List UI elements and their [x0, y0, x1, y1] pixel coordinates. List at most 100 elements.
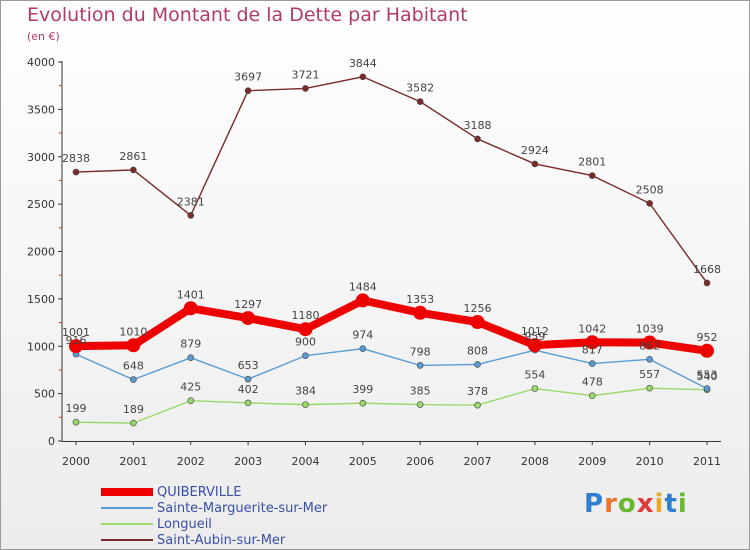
brand-letter: r: [604, 489, 618, 519]
data-label: 1484: [349, 280, 377, 293]
brand-letter: x: [636, 489, 655, 519]
data-label: 1001: [62, 326, 90, 339]
data-point: [126, 338, 141, 353]
x-tick-label: 2006: [406, 455, 434, 468]
series-line: [75, 348, 708, 390]
brand-logo: Proxiti: [584, 489, 688, 519]
data-point: [531, 385, 539, 392]
x-tick-label: 2001: [119, 455, 147, 468]
data-point: [470, 314, 485, 329]
data-label: 189: [123, 403, 144, 416]
data-point: [187, 354, 195, 362]
data-point: [130, 419, 137, 427]
data-point: [298, 322, 313, 337]
y-tick-label: 0: [48, 435, 55, 448]
legend-item-saint-aubin: Saint-Aubin-sur-Mer: [101, 532, 285, 548]
data-point: [588, 392, 596, 400]
data-point: [703, 385, 711, 392]
data-point: [244, 375, 252, 383]
legend-item-sainte-marguerite: Sainte-Marguerite-sur-Mer: [101, 500, 327, 516]
data-label: 3721: [291, 68, 319, 81]
legend-label: Sainte-Marguerite-sur-Mer: [157, 500, 328, 516]
data-point: [187, 397, 195, 405]
data-label: 900: [295, 336, 316, 349]
data-point: [531, 160, 539, 168]
data-label: 3697: [234, 71, 262, 84]
legend-item-longueil: Longueil: [101, 516, 212, 532]
legend-label: Longueil: [157, 516, 212, 532]
data-point: [642, 335, 657, 350]
y-tick-label: 2000: [27, 246, 55, 259]
legend-label: Saint-Aubin-sur-Mer: [157, 532, 286, 548]
data-label: 399: [352, 383, 373, 396]
x-tick-label: 2011: [693, 455, 721, 468]
data-label: 1042: [578, 322, 606, 335]
data-label: 540: [697, 370, 718, 383]
data-label: 402: [238, 383, 259, 396]
data-label: 798: [410, 345, 431, 358]
brand-letter: P: [584, 489, 605, 519]
data-point: [416, 401, 424, 408]
data-point: [72, 418, 80, 426]
data-point: [700, 343, 714, 358]
legend-swatch: [101, 539, 153, 541]
data-label: 817: [582, 344, 603, 357]
data-point: [244, 87, 252, 95]
data-point: [413, 305, 428, 320]
legend-swatch: [101, 507, 153, 509]
data-point: [585, 335, 600, 350]
data-point: [355, 293, 370, 308]
data-point: [646, 384, 653, 392]
data-label: 916: [66, 334, 87, 347]
data-point: [588, 172, 596, 179]
data-point: [588, 360, 596, 367]
data-label: 3582: [406, 82, 434, 95]
data-label: 808: [467, 344, 488, 357]
data-point: [130, 166, 137, 174]
data-point: [646, 356, 653, 363]
data-point: [183, 301, 198, 316]
data-label: 1401: [177, 288, 205, 301]
data-point: [187, 212, 195, 219]
data-label: 3844: [349, 57, 377, 70]
data-label: 425: [180, 381, 201, 394]
data-label: 974: [352, 329, 373, 342]
data-label: 653: [238, 359, 259, 372]
x-tick-label: 2007: [464, 455, 492, 468]
data-point: [474, 135, 481, 143]
data-point: [302, 401, 309, 408]
data-point: [416, 98, 424, 105]
data-label: 478: [582, 376, 603, 389]
data-point: [72, 168, 80, 176]
data-label: 384: [295, 385, 316, 398]
data-label: 1353: [406, 293, 434, 306]
x-tick-label: 2009: [578, 455, 606, 468]
x-tick-label: 2004: [291, 455, 319, 468]
data-label: 862: [639, 339, 660, 352]
series-line: [75, 296, 708, 355]
x-tick-label: 2002: [177, 455, 205, 468]
data-label: 2924: [521, 144, 549, 157]
brand-letter: i: [677, 489, 688, 519]
data-point: [241, 311, 256, 326]
data-point: [359, 73, 367, 81]
data-point: [130, 376, 137, 383]
data-point: [527, 338, 542, 353]
data-label: 959: [524, 330, 545, 343]
data-point: [474, 361, 481, 368]
chart-title: Evolution du Montant de la Dette par Hab…: [27, 4, 468, 26]
data-label: 952: [697, 331, 718, 344]
data-point: [416, 362, 424, 369]
data-label: 1010: [119, 325, 147, 338]
data-point: [244, 399, 252, 407]
y-tick-label: 3000: [27, 151, 55, 164]
data-label: 2381: [177, 195, 205, 208]
y-tick-label: 2500: [27, 198, 55, 211]
data-label: 2838: [62, 152, 90, 165]
data-label: 1039: [636, 323, 664, 336]
data-label: 1256: [464, 302, 492, 315]
brand-letter: i: [654, 489, 665, 519]
legend-swatch: [101, 523, 153, 525]
